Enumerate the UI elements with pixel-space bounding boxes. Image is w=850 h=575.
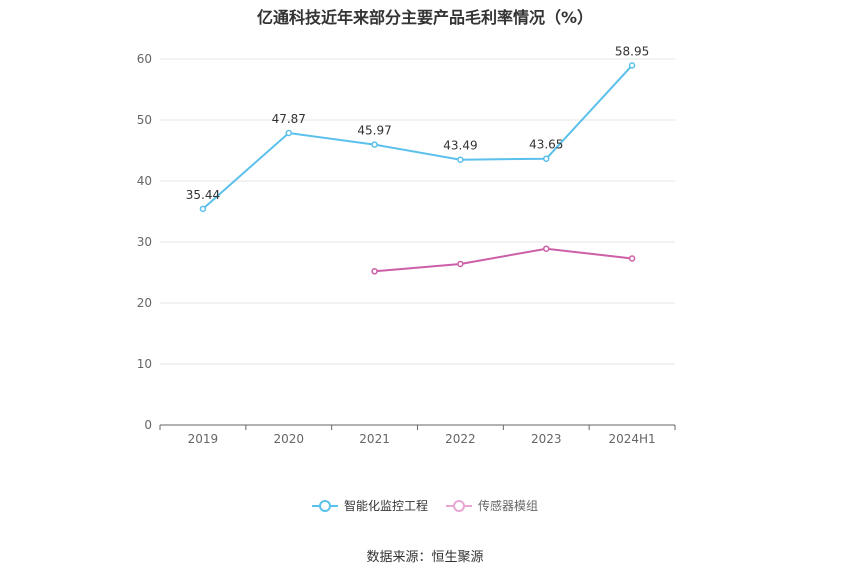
series-1-data-label-4: 43.65 bbox=[529, 138, 563, 152]
legend-item-series-1[interactable]: 智能化监控工程 bbox=[311, 497, 428, 514]
series-1-data-label-2: 45.97 bbox=[357, 124, 391, 138]
chart-title: 亿通科技近年来部分主要产品毛利率情况（%） bbox=[256, 8, 594, 27]
legend-label-series-2: 传感器模组 bbox=[478, 499, 539, 513]
y-tick-label-4: 40 bbox=[137, 174, 152, 188]
legend-swatch-series-1 bbox=[311, 499, 338, 512]
series-1-point-1 bbox=[285, 129, 292, 137]
series-line-2 bbox=[374, 247, 633, 273]
series-2-point-2 bbox=[371, 268, 378, 275]
legend-swatch-series-2 bbox=[446, 499, 472, 512]
series-1-point-2 bbox=[371, 141, 378, 148]
series-1-point-3 bbox=[457, 156, 464, 163]
y-tick-label-2: 20 bbox=[137, 296, 152, 310]
series-1-data-label-0: 35.44 bbox=[186, 188, 220, 202]
x-tick-label-5: 2024H1 bbox=[608, 432, 655, 446]
x-tick-label-1: 2020 bbox=[273, 432, 304, 446]
x-tick-label-3: 2022 bbox=[445, 432, 476, 446]
series-1-point-4 bbox=[543, 155, 550, 162]
series-line-1 bbox=[202, 64, 633, 210]
data-source: 数据来源：恒生聚源 bbox=[366, 550, 484, 565]
series-1-data-label-3: 43.49 bbox=[443, 139, 477, 153]
x-tick-label-0: 2019 bbox=[188, 432, 219, 446]
series-1-point-5 bbox=[628, 62, 636, 69]
series-1-data-label-5: 58.95 bbox=[615, 44, 649, 58]
x-tick-label-2: 2021 bbox=[359, 432, 390, 446]
series-2-point-4 bbox=[543, 245, 550, 252]
y-tick-label-6: 60 bbox=[137, 52, 152, 66]
legend: 智能化监控工程 传感器模组 bbox=[0, 497, 850, 514]
series-1-data-label-1: 47.87 bbox=[272, 112, 306, 126]
series-1-point-0 bbox=[199, 205, 207, 213]
legend-label-series-1: 智能化监控工程 bbox=[343, 499, 428, 513]
x-tick-label-4: 2023 bbox=[531, 432, 562, 446]
y-tick-label-3: 30 bbox=[137, 235, 152, 249]
y-tick-label-1: 10 bbox=[137, 357, 152, 371]
legend-item-series-2[interactable]: 传感器模组 bbox=[446, 497, 538, 514]
series-2-point-5 bbox=[628, 255, 636, 262]
series-2-point-3 bbox=[457, 260, 464, 268]
y-tick-label-5: 50 bbox=[137, 113, 152, 127]
y-tick-label-0: 0 bbox=[144, 418, 152, 432]
